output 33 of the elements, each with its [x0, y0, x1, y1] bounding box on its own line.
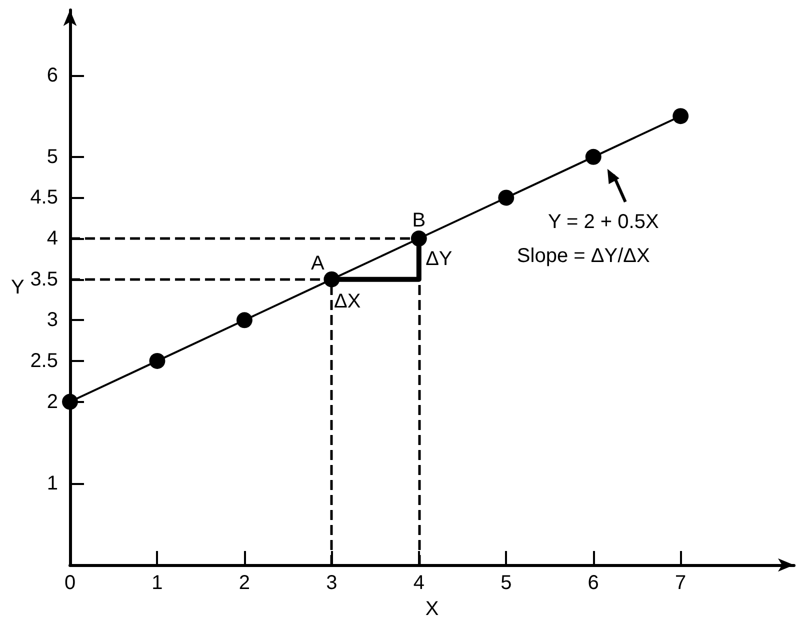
y-tick-label: 6 [46, 64, 58, 86]
point [585, 148, 602, 165]
annotation: Y = 2 + 0.5X [548, 210, 659, 233]
y-tick-label: 2.5 [30, 350, 58, 372]
annotation: B [412, 210, 426, 232]
x-tick-label: 7 [675, 572, 686, 594]
annotation: ΔX [334, 290, 361, 312]
point [498, 190, 514, 206]
point [149, 352, 166, 369]
point [236, 312, 252, 328]
y-tick-label: 2 [46, 390, 58, 413]
x-axis-title: X [425, 598, 439, 620]
x-tick-label: 6 [588, 572, 599, 594]
annotation: ΔY [426, 248, 452, 270]
y-tick-label: 3 [46, 309, 58, 332]
x-tick-label: 1 [152, 572, 163, 594]
x-tick-label: 4 [413, 572, 424, 594]
y-tick-label: 3.5 [30, 268, 58, 290]
y-tick-label: 4.5 [30, 186, 58, 209]
y-tick-label: 4 [46, 228, 58, 250]
x-tick-label: 2 [238, 572, 250, 594]
x-tick-label: 3 [326, 572, 338, 594]
y-axis-title: Y [10, 276, 24, 298]
point [672, 108, 689, 124]
y-tick-label: 1 [46, 472, 58, 494]
x-tick-label: 0 [64, 572, 76, 594]
point [62, 394, 78, 410]
point [324, 271, 340, 288]
annotation: A [311, 252, 326, 274]
y-tick-label: 5 [46, 146, 58, 168]
x-tick-label: 5 [500, 572, 512, 594]
point [410, 230, 427, 247]
annotation: Slope = ΔY/ΔX [516, 244, 650, 267]
